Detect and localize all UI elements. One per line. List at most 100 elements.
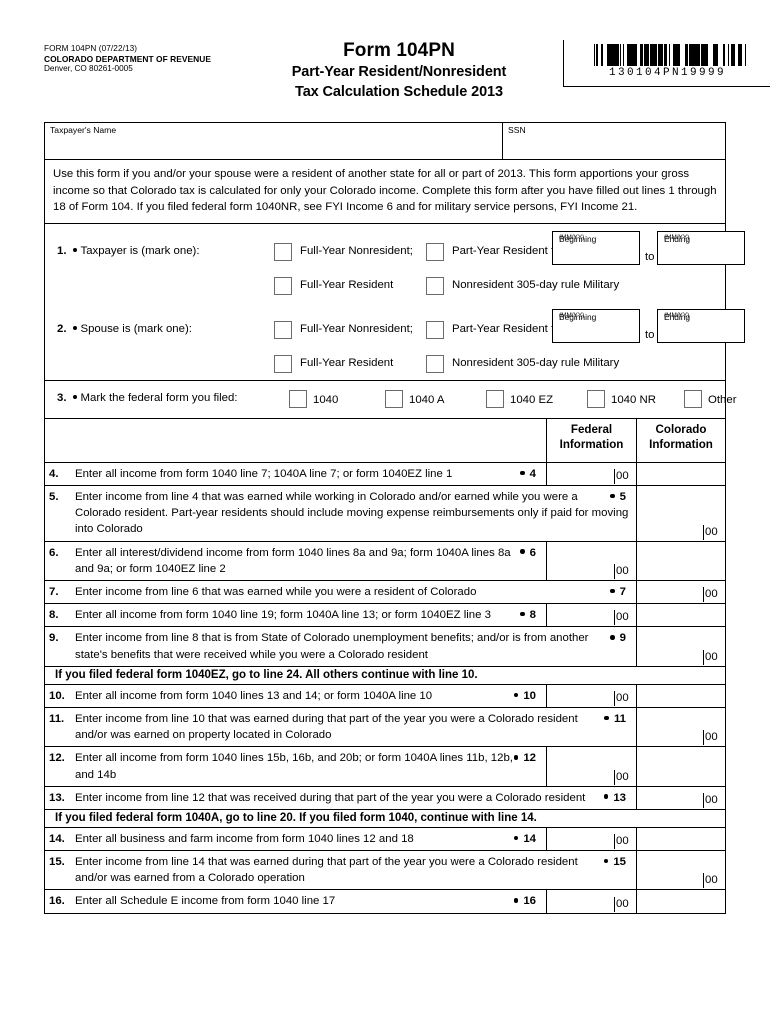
line-tag-number: 16 — [523, 895, 536, 908]
bullet-icon — [610, 588, 615, 594]
checkbox-spouse-full-year-resident[interactable] — [274, 354, 292, 373]
line-tag-number: 15 — [613, 856, 626, 869]
colorado-amount-cell-blank — [636, 462, 725, 486]
label-taxpayer-full-year-nonresident: Full-Year Nonresident; — [300, 244, 413, 257]
federal-amount-input-6[interactable]: 00 — [546, 541, 636, 581]
line-text: 10 Enter all income from form 1040 lines … — [75, 688, 542, 704]
taxpayer-ending-label: Ending — [664, 233, 691, 244]
form-line-row: 7. 7 Enter income from line 6 that was ear… — [45, 580, 725, 604]
line-text: 16 Enter all Schedule E income from form … — [75, 893, 542, 909]
line-tag-11: 11 — [604, 711, 626, 727]
checkbox-spouse-full-year-nonresident[interactable] — [274, 320, 292, 339]
line-tag-number: 5 — [619, 491, 626, 504]
ssn-field[interactable]: SSN — [502, 123, 725, 159]
checkbox-spouse-part-year-resident[interactable] — [426, 320, 444, 339]
federal-amount-input-8[interactable]: 00 — [546, 604, 636, 627]
cents-label: 00 — [703, 587, 725, 603]
checkbox-federal-form-1040-a[interactable] — [385, 389, 403, 408]
label-taxpayer-part-year-resident: Part-Year Resident from — [452, 244, 574, 257]
colorado-amount-input-5[interactable]: 00 — [636, 486, 725, 541]
taxpayer-beginning-date-input[interactable]: Beginning (MM/YY) — [552, 230, 640, 265]
line-description-cell: 12. 12 Enter all income from form 1040 lin… — [45, 747, 546, 785]
checkbox-federal-form-1040[interactable] — [289, 389, 307, 408]
form-line-row: 6. 6 Enter all interest/dividend income fr… — [45, 540, 725, 581]
line-tag-4: 4 — [520, 466, 536, 482]
spouse-to-label: to — [645, 328, 655, 341]
table-header: Federal Information Colorado Information — [45, 417, 725, 462]
line-tag-6: 6 — [520, 545, 536, 561]
label-federal-form-other: Other — [708, 393, 737, 406]
federal-amount-input-14[interactable]: 00 — [546, 827, 636, 851]
colorado-amount-input-11[interactable]: 00 — [636, 707, 725, 747]
checkbox-taxpayer-full-year-resident[interactable] — [274, 276, 292, 295]
federal-amount-input-16[interactable]: 00 — [546, 890, 636, 913]
line-description-cell: 11. 11 Enter income from line 10 that was … — [45, 708, 636, 746]
federal-amount-input-4[interactable]: 00 — [546, 462, 636, 486]
line-text: 5 Enter income from line 4 that was earne… — [75, 491, 629, 536]
checkbox-taxpayer-full-year-nonresident[interactable] — [274, 242, 292, 261]
cents-label: 00 — [614, 564, 636, 580]
line-tag-number: 8 — [529, 609, 536, 622]
spouse-ending-label: Ending — [664, 311, 691, 322]
line-tag-number: 4 — [529, 467, 536, 480]
label-spouse-part-year-resident: Part-Year Resident from — [452, 322, 574, 335]
page-title: Form 104PN — [343, 40, 455, 61]
line-tag-14: 14 — [513, 831, 536, 847]
federal-amount-input-10[interactable]: 00 — [546, 684, 636, 707]
checkbox-spouse-nonresident-military[interactable] — [426, 354, 444, 373]
colorado-amount-input-7[interactable]: 00 — [636, 581, 725, 604]
line-tag-number: 12 — [523, 752, 536, 765]
line-text: 13 Enter income from line 12 that was rec… — [75, 790, 632, 806]
checkbox-taxpayer-part-year-resident[interactable] — [426, 242, 444, 261]
colorado-amount-cell-blank — [636, 541, 725, 581]
colorado-amount-input-15[interactable]: 00 — [636, 851, 725, 890]
taxpayer-name-field[interactable]: Taxpayer's Name — [45, 123, 502, 159]
line-text: 8 Enter all income from form 1040 line 19… — [75, 607, 542, 623]
taxpayer-residency-label: 1. Taxpayer is (mark one): — [57, 245, 200, 257]
line-number: 11. — [49, 712, 65, 725]
note-1040ez: If you filed federal form 1040EZ, go to … — [45, 665, 725, 684]
colorado-amount-input-9[interactable]: 00 — [636, 627, 725, 666]
form-line-row: 8. 8 Enter all income from form 1040 line … — [45, 603, 725, 627]
bullet-icon — [72, 248, 77, 253]
page-subtitle-line2: Tax Calculation Schedule 2013 — [295, 83, 503, 100]
taxpayer-to-label: to — [645, 250, 655, 263]
line-tag-15: 15 — [603, 854, 626, 870]
line-description-cell: 5. 5 Enter income from line 4 that was ear… — [45, 486, 636, 541]
bullet-icon — [72, 326, 77, 331]
checkbox-federal-form-1040-ez[interactable] — [486, 389, 504, 408]
line-description-cell: 9. 9 Enter income from line 8 that is from… — [45, 627, 636, 665]
barcode-icon — [590, 44, 746, 66]
barcode-number: 130104PN19999 — [608, 67, 726, 79]
colorado-amount-input-13[interactable]: 00 — [636, 786, 725, 809]
label-federal-form-1040-nr: 1040 NR — [611, 393, 656, 406]
taxpayer-beginning-label: Beginning — [559, 233, 597, 244]
line-tag-number: 13 — [613, 791, 626, 804]
line-group-1: 4. 4 Enter all income from form 1040 line … — [45, 461, 725, 666]
line-text: 6 Enter all interest/dividend income from… — [75, 545, 536, 575]
bullet-icon — [603, 858, 609, 864]
checkbox-federal-form-1040-nr[interactable] — [587, 389, 605, 408]
cents-label: 00 — [614, 610, 636, 626]
label-spouse-nonresident-military: Nonresident 305-day rule Military — [452, 356, 620, 369]
checkbox-federal-form-other[interactable] — [684, 389, 702, 408]
line-text: 11 Enter income from line 10 that was ear… — [75, 711, 626, 742]
spouse-ending-date-input[interactable]: Ending (MM/YY) — [657, 308, 745, 343]
federal-amount-input-12[interactable]: 00 — [546, 747, 636, 786]
form-line-row: 12. 12 Enter all income from form 1040 lin… — [45, 746, 725, 786]
checkbox-taxpayer-nonresident-military[interactable] — [426, 276, 444, 295]
line-number: 6. — [49, 546, 59, 559]
bullet-icon — [610, 635, 615, 640]
line-description-cell: 15. 15 Enter income from line 14 that was … — [45, 851, 636, 889]
cents-label: 00 — [614, 834, 636, 850]
line-text: 14 Enter all business and farm income fro… — [75, 831, 542, 847]
spouse-ending-hint: (MM/YY) — [664, 311, 690, 319]
taxpayer-ending-hint: (MM/YY) — [664, 233, 690, 241]
taxpayer-ending-date-input[interactable]: Ending (MM/YY) — [657, 230, 745, 265]
colorado-amount-cell-blank — [636, 890, 725, 913]
spouse-beginning-date-input[interactable]: Beginning (MM/YY) — [552, 308, 640, 343]
line-tag-10: 10 — [513, 688, 536, 704]
line-tag-number: 6 — [529, 546, 536, 559]
cents-label: 00 — [614, 690, 636, 706]
department-label: COLORADO DEPARTMENT OF REVENUE — [44, 54, 211, 64]
